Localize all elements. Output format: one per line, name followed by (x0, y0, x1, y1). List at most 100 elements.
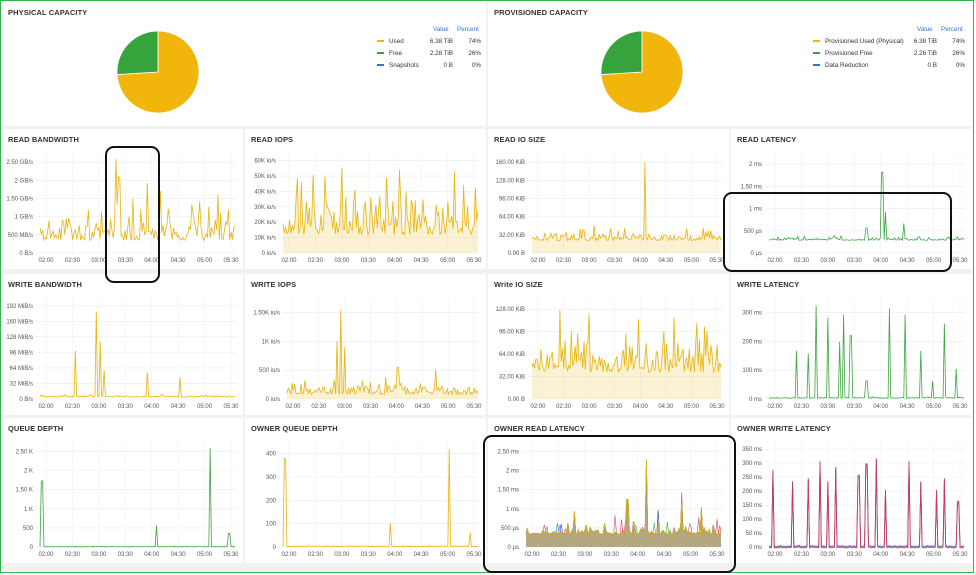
y-tick-label: 40K io/s (254, 189, 276, 195)
y-tick-label: 2 GB/s (15, 178, 33, 184)
owner-read-latency-chart[interactable]: 0 µs 500 µs 1 ms 1.50 ms 2 ms 2.50 ms 02:00 02:… (488, 418, 729, 563)
pie-slice-free (116, 30, 159, 75)
y-tick-label: 300 (266, 475, 277, 481)
write-latency-chart[interactable]: 0 ms 100 ms 200 ms 300 ms 02:00 02:30 03:00 03:… (731, 274, 972, 415)
x-tick-label: 05:00 (926, 404, 942, 410)
x-tick-label: 05:30 (223, 552, 239, 558)
legend-header-percent[interactable]: Percent (457, 26, 479, 33)
x-tick-label: 05:00 (440, 258, 456, 264)
x-tick-label: 04:00 (144, 404, 160, 410)
legend-swatch (813, 52, 820, 54)
y-tick-label: 200 ms (742, 489, 762, 495)
y-tick-label: 1 K (24, 507, 33, 513)
legend-label: Free (389, 50, 402, 57)
series-line (768, 305, 965, 399)
legend-swatch (813, 40, 820, 42)
x-tick-label: 04:30 (658, 404, 674, 410)
x-tick-label: 04:00 (144, 552, 160, 558)
y-tick-label: 64.00 KiB (499, 215, 525, 221)
x-tick-label: 05:00 (684, 404, 700, 410)
x-tick-label: 04:00 (633, 404, 649, 410)
x-tick-label: 04:30 (900, 258, 916, 264)
y-tick-label: 96 MiB/s (10, 350, 33, 356)
y-tick-label: 2.50 K (16, 450, 33, 456)
panel-title: OWNER READ LATENCY (494, 424, 585, 433)
panel-title: WRITE IOPS (251, 280, 297, 289)
x-tick-label: 04:00 (144, 258, 160, 264)
x-tick-label: 02:30 (551, 552, 567, 558)
x-tick-label: 04:30 (657, 552, 673, 558)
read-io-size-panel: READ IO SIZE 0.00 B 32.00 KiB 64.00 KiB 96.… (488, 129, 729, 269)
x-tick-label: 02:00 (767, 258, 783, 264)
legend-label: Data Reduction (825, 62, 869, 69)
read-io-size-chart[interactable]: 0.00 B 32.00 KiB 64.00 KiB 96.00 KiB 128.00 … (488, 129, 729, 269)
legend-percent: 74% (468, 38, 481, 45)
legend-label: Snapshots (389, 62, 419, 69)
x-tick-label: 04:30 (171, 552, 187, 558)
y-tick-label: 1 ms (749, 207, 762, 213)
x-tick-label: 05:30 (952, 404, 968, 410)
series-line (768, 459, 965, 549)
panel-title: PROVISIONED CAPACITY (494, 8, 588, 17)
write-bandwidth-panel: WRITE BANDWIDTH 0 B/s 32 MiB/s 64 MiB/s 96 … (2, 274, 243, 415)
legend-percent: 26% (468, 50, 481, 57)
x-tick-label: 05:00 (684, 258, 700, 264)
write-bandwidth-chart[interactable]: 0 B/s 32 MiB/s 64 MiB/s 96 MiB/s 128 MiB/s 16… (2, 274, 243, 415)
x-tick-label: 04:00 (387, 552, 403, 558)
y-tick-label: 2.50 ms (498, 450, 519, 456)
write-iops-chart[interactable]: 0 io/s 500 io/s 1K io/s 1.50K io/s 02:00 02:3… (245, 274, 486, 415)
read-latency-panel: READ LATENCY 0 µs 500 µs 1 ms 1.50 ms 2 ms 02… (731, 129, 972, 269)
y-tick-label: 128.00 KiB (496, 178, 525, 184)
series-line (286, 309, 479, 396)
y-tick-label: 50 ms (746, 531, 762, 537)
series-line (282, 449, 479, 547)
read-bandwidth-panel: READ BANDWIDTH 0 B/s 500 MB/s 1 GB/s 1.50 G… (2, 129, 243, 269)
owner-write-latency-chart[interactable]: 0 ms 50 ms 100 ms 150 ms 200 ms 250 ms 300 ms 3… (731, 418, 972, 563)
x-tick-label: 03:30 (118, 258, 134, 264)
owner-queue-depth-chart[interactable]: 0 100 200 300 400 02:00 02:30 03:00 03:30 04:00 04… (245, 418, 486, 563)
y-tick-label: 128 MiB/s (6, 335, 33, 341)
y-tick-label: 1.50K io/s (253, 310, 280, 316)
write-io-size-chart[interactable]: 0.00 B 32.00 KiB 64.00 KiB 96.00 KiB 128.00 … (488, 274, 729, 415)
read-bandwidth-chart[interactable]: 0 B/s 500 MB/s 1 GB/s 1.50 GB/s 2 GB/s 2.50 G… (2, 129, 243, 269)
y-tick-label: 2.50 GB/s (6, 160, 33, 166)
y-tick-label: 30K io/s (254, 205, 276, 211)
legend-swatch (377, 40, 384, 42)
x-tick-label: 02:00 (38, 552, 54, 558)
x-tick-label: 03:30 (361, 258, 377, 264)
y-tick-label: 0 ms (749, 397, 762, 403)
owner-write-latency-panel: OWNER WRITE LATENCY 0 ms 50 ms 100 ms 150 m… (731, 418, 972, 563)
x-tick-label: 05:30 (466, 552, 482, 558)
x-tick-label: 03:00 (91, 404, 107, 410)
y-tick-label: 128.00 KiB (496, 307, 525, 313)
x-tick-label: 02:00 (530, 258, 546, 264)
x-tick-label: 05:00 (926, 258, 942, 264)
y-tick-label: 1.50 K (16, 488, 33, 494)
x-tick-label: 05:30 (223, 404, 239, 410)
x-tick-label: 03:00 (582, 258, 598, 264)
series-area (287, 309, 478, 399)
owner-queue-depth-panel: OWNER QUEUE DEPTH 0 100 200 300 400 02:00 02:3… (245, 418, 486, 563)
x-tick-label: 02:30 (794, 258, 810, 264)
legend-header-percent[interactable]: Percent (941, 26, 963, 33)
y-tick-label: 100 ms (742, 368, 762, 374)
read-latency-chart[interactable]: 0 µs 500 µs 1 ms 1.50 ms 2 ms 02:00 02:30 03:00… (731, 129, 972, 269)
x-tick-label: 05:30 (709, 258, 725, 264)
x-tick-label: 04:00 (873, 258, 889, 264)
y-tick-label: 0 µs (751, 251, 762, 257)
legend-header-value[interactable]: Value (433, 26, 449, 33)
x-tick-label: 03:30 (847, 404, 863, 410)
y-tick-label: 350 ms (742, 447, 762, 453)
series-line (525, 459, 722, 536)
y-tick-label: 2 K (24, 469, 33, 475)
provisioned-capacity-pie (600, 30, 684, 114)
x-tick-label: 02:30 (65, 258, 81, 264)
x-tick-label: 04:30 (414, 552, 430, 558)
physical-capacity-pie (116, 30, 200, 114)
legend-swatch (813, 64, 820, 66)
queue-depth-chart[interactable]: 0 500 1 K 1.50 K 2 K 2.50 K 02:00 02:30 03:00 03:… (2, 418, 243, 563)
legend-header-value[interactable]: Value (917, 26, 933, 33)
read-iops-chart[interactable]: 0 io/s 10K io/s 20K io/s 30K io/s 40K io/s 50… (245, 129, 486, 269)
y-tick-label: 0 io/s (266, 397, 280, 403)
